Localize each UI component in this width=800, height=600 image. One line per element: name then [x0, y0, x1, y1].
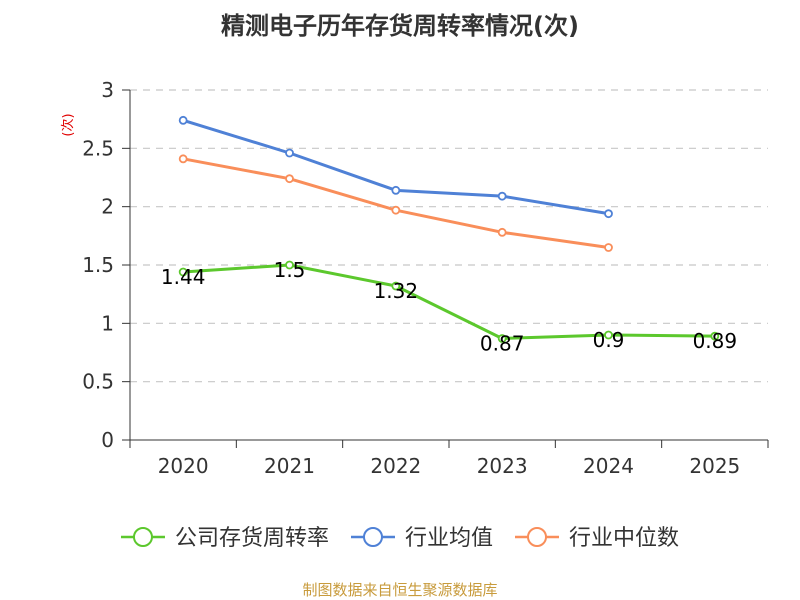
data-point	[604, 209, 613, 219]
data-point	[710, 331, 720, 341]
legend-item: 公司存货周转率	[120, 526, 329, 551]
y-axis-unit-label: (次)	[60, 113, 76, 136]
data-label: 1.44	[161, 265, 206, 289]
grid-lines	[130, 89, 768, 383]
data-point	[285, 174, 294, 184]
axes: 0 0.5 1 1.5 2 2.5 3 2020 2021 2022 2023 2024 2025	[82, 78, 769, 478]
data-point	[285, 148, 294, 158]
y-tick-label: 2.5	[82, 136, 114, 160]
data-point	[178, 115, 188, 125]
legend-label: 行业中位数	[569, 526, 679, 551]
series-line	[181, 118, 610, 216]
legend-marker	[362, 527, 383, 547]
data-point	[497, 227, 507, 237]
x-tick-label: 2020	[158, 454, 209, 478]
x-tick-label: 2021	[264, 454, 315, 478]
data-point	[391, 205, 401, 215]
series-line	[181, 263, 717, 340]
data-labels: 1.44 1.5 1.32 0.87 0.9 0.89	[161, 258, 737, 356]
data-point	[391, 185, 401, 195]
data-point	[497, 191, 507, 201]
legend-marker	[132, 527, 153, 547]
data-point	[604, 330, 613, 340]
data-label: 1.5	[274, 258, 306, 282]
data-point	[178, 267, 188, 277]
data-point	[285, 260, 294, 270]
x-tick-label: 2025	[689, 454, 740, 478]
series-lines	[178, 115, 720, 343]
data-label: 0.89	[693, 329, 738, 353]
y-tick-label: 1	[101, 311, 114, 335]
y-tick-label: 0.5	[82, 370, 114, 394]
legend-marker	[527, 527, 548, 547]
legend-label: 行业均值	[405, 526, 493, 551]
legend-item: 行业中位数	[515, 526, 679, 551]
y-tick-label: 0	[101, 428, 114, 452]
y-tick-label: 2	[101, 195, 114, 219]
data-point	[391, 281, 401, 291]
x-tick-label: 2024	[583, 454, 634, 478]
data-point	[178, 154, 188, 164]
data-source-note: 制图数据来自恒生聚源数据库	[302, 581, 497, 599]
legend-item: 行业均值	[350, 526, 493, 551]
data-point	[497, 334, 507, 343]
data-label: 0.9	[593, 328, 625, 352]
data-label: 0.87	[480, 332, 525, 356]
legend-label: 公司存货周转率	[175, 526, 329, 551]
data-point	[604, 243, 613, 252]
chart-title: 精测电子历年存货周转率情况(次)	[221, 12, 579, 40]
data-label: 1.32	[374, 279, 419, 303]
x-tick-label: 2023	[477, 454, 528, 478]
x-tick-label: 2022	[370, 454, 421, 478]
y-tick-label: 3	[101, 78, 114, 102]
y-tick-label: 1.5	[82, 253, 114, 277]
legend: 公司存货周转率 行业均值 行业中位数	[120, 526, 679, 551]
